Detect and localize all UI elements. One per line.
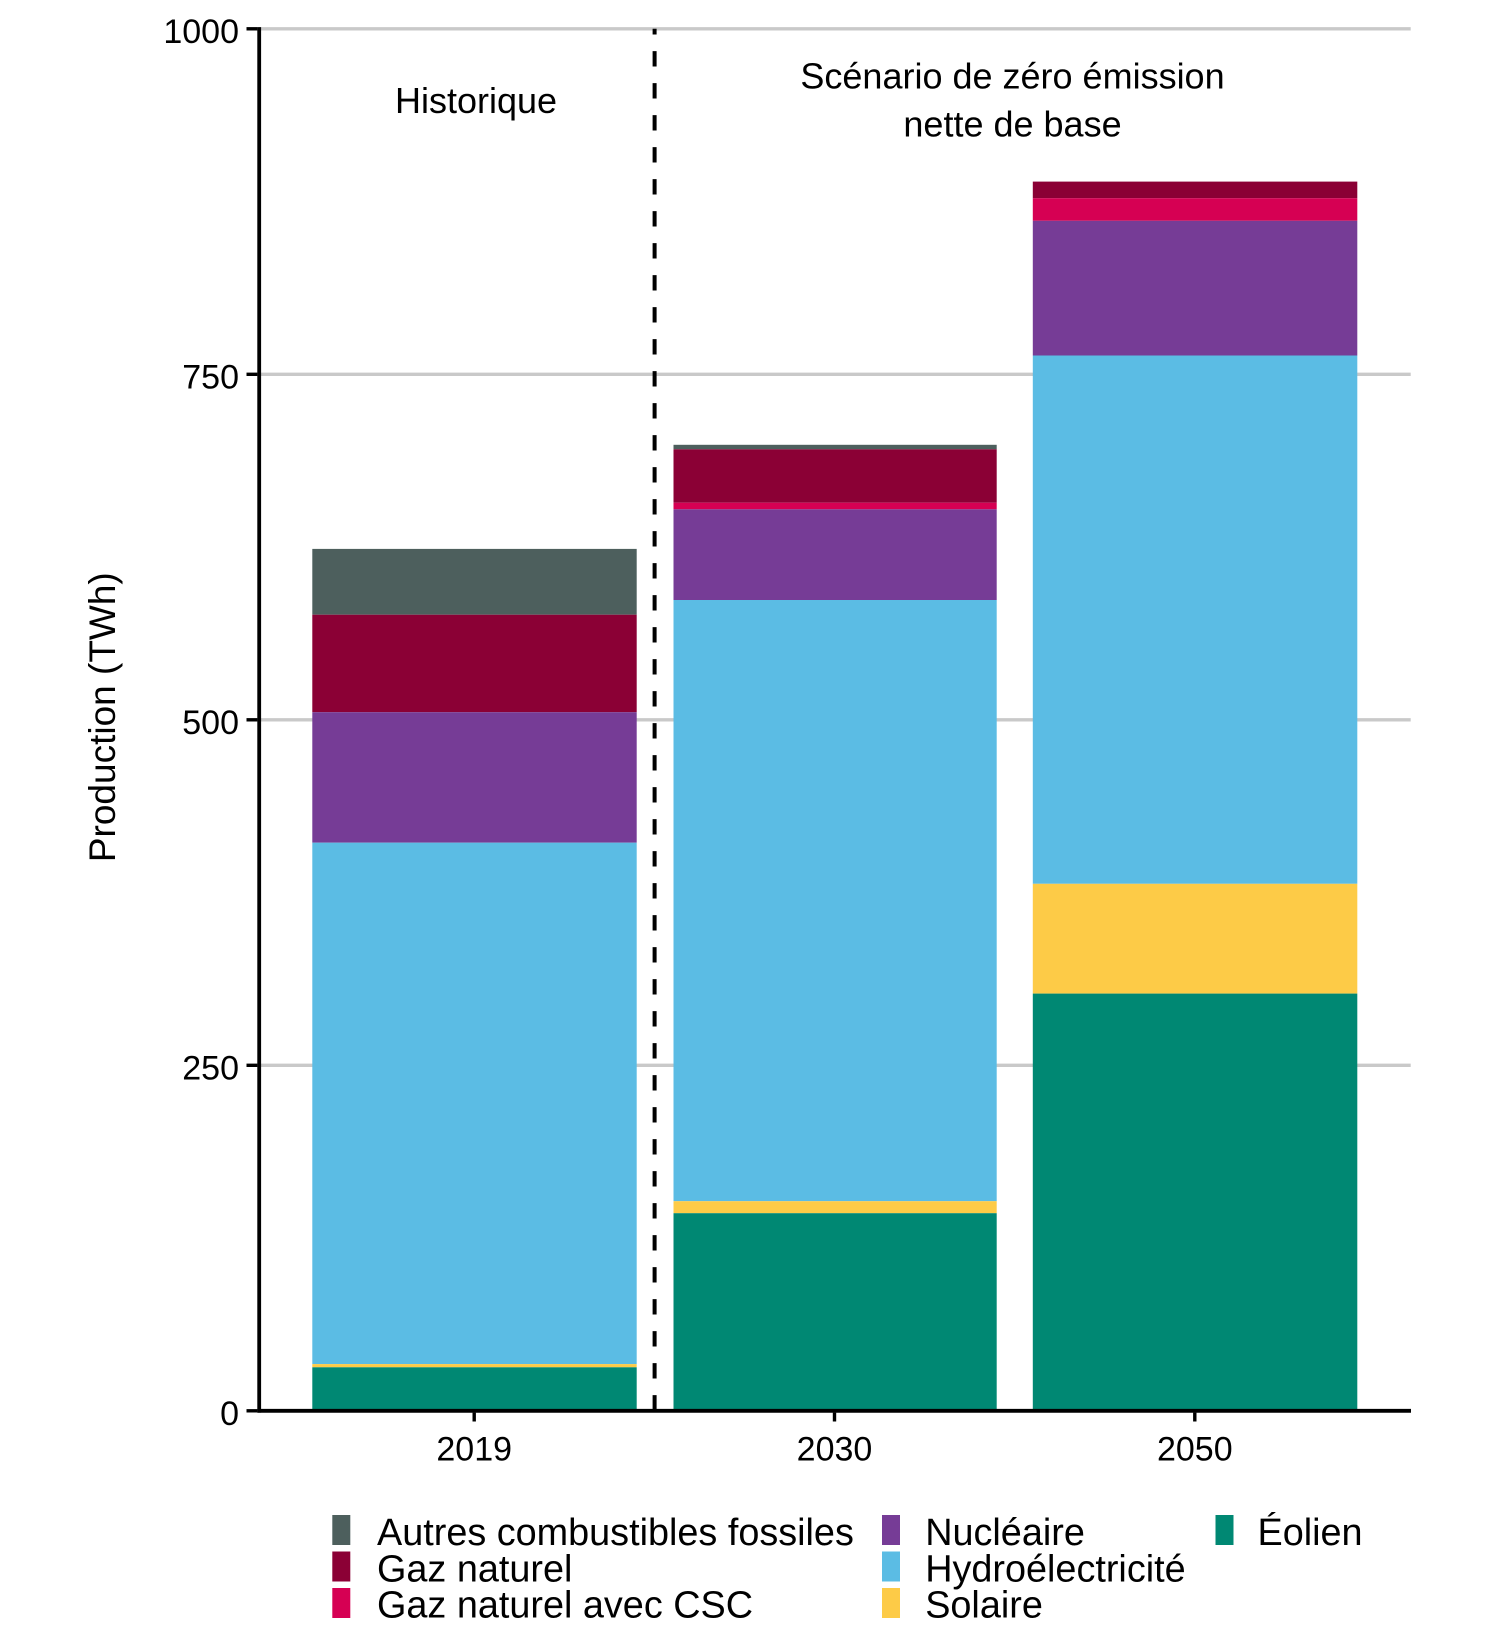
svg-text:2019: 2019	[436, 1431, 512, 1469]
svg-text:500: 500	[182, 704, 239, 742]
svg-text:250: 250	[182, 1050, 239, 1088]
svg-text:1000: 1000	[163, 13, 239, 51]
svg-text:Solaire: Solaire	[925, 1584, 1043, 1626]
svg-text:Hydroélectricité: Hydroélectricité	[925, 1548, 1185, 1590]
svg-text:Production (TWh): Production (TWh)	[82, 572, 123, 862]
svg-text:Éolien: Éolien	[1258, 1512, 1363, 1554]
svg-text:2050: 2050	[1157, 1431, 1233, 1469]
svg-text:0: 0	[220, 1395, 239, 1433]
svg-text:Historique: Historique	[395, 80, 557, 121]
svg-text:Scénario de zéro émission: Scénario de zéro émission	[800, 55, 1224, 96]
svg-text:Nucléaire: Nucléaire	[925, 1512, 1085, 1554]
svg-text:Gaz naturel avec CSC: Gaz naturel avec CSC	[377, 1584, 753, 1626]
svg-text:Autres combustibles fossiles: Autres combustibles fossiles	[377, 1512, 854, 1554]
svg-text:750: 750	[182, 359, 239, 397]
svg-text:nette de base: nette de base	[903, 104, 1121, 145]
svg-text:Gaz naturel: Gaz naturel	[377, 1548, 572, 1590]
svg-text:2030: 2030	[797, 1431, 873, 1469]
